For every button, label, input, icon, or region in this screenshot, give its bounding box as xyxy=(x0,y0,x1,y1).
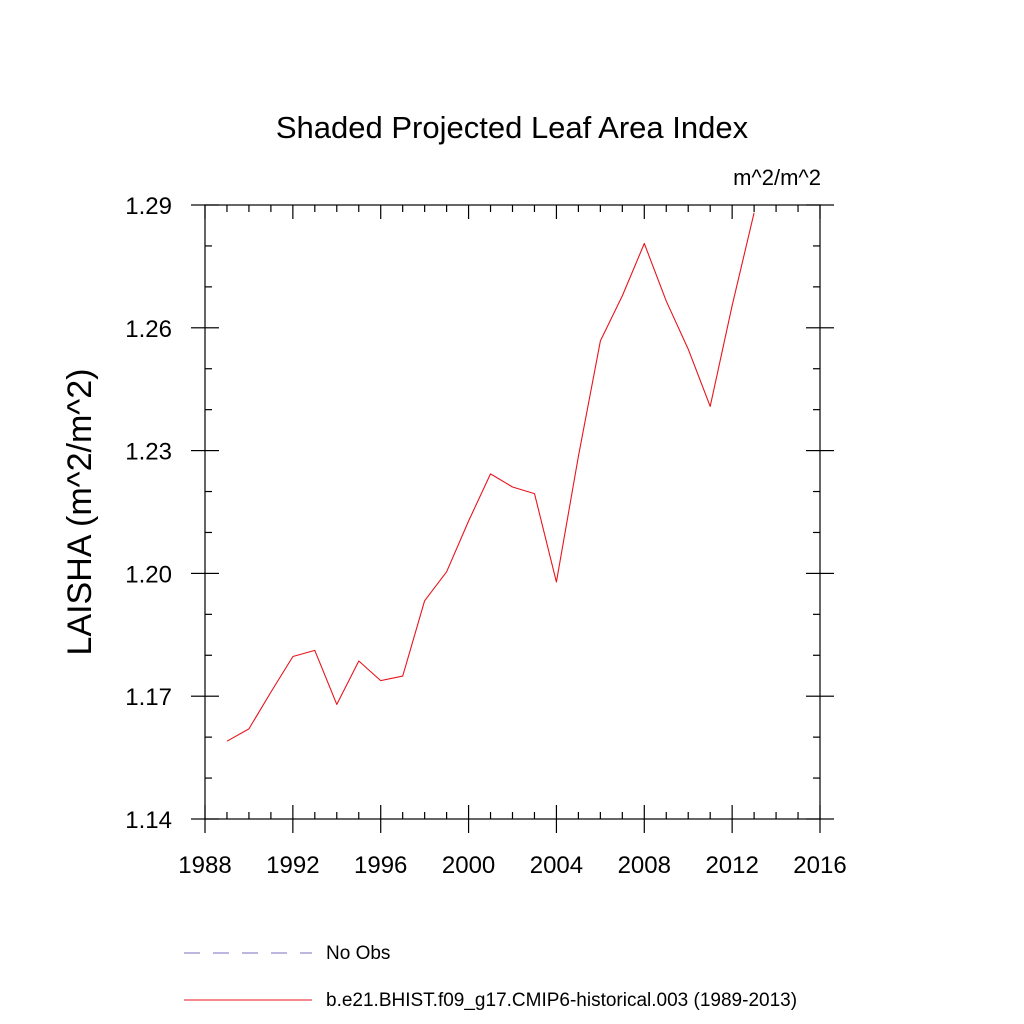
y-tick-label: 1.20 xyxy=(125,561,172,588)
x-tick-label: 2016 xyxy=(793,852,846,879)
x-tick-label: 2012 xyxy=(705,852,758,879)
y-axis-label: LAISHA (m^2/m^2) xyxy=(61,369,99,656)
x-tick-label: 2008 xyxy=(618,852,671,879)
x-tick-label: 1996 xyxy=(354,852,407,879)
axis-ticks xyxy=(191,204,834,833)
x-tick-label: 2004 xyxy=(530,852,583,879)
x-tick-label: 1992 xyxy=(266,852,319,879)
x-tick-label: 1988 xyxy=(178,852,231,879)
x-tick-label: 2000 xyxy=(442,852,495,879)
plot-frame xyxy=(204,204,821,820)
x-tick-labels: 1988 1992 1996 2000 2004 2008 2012 2016 xyxy=(178,852,846,879)
chart-title: Shaded Projected Leaf Area Index xyxy=(276,110,749,145)
y-tick-label: 1.29 xyxy=(125,193,172,220)
y-tick-label: 1.17 xyxy=(125,684,172,711)
y-tick-label: 1.14 xyxy=(125,807,172,834)
series-lines xyxy=(226,212,755,742)
y-tick-label: 1.23 xyxy=(125,439,172,466)
y-tick-label: 1.26 xyxy=(125,316,172,343)
series-line-model xyxy=(226,212,755,742)
legend-label-no-obs: No Obs xyxy=(326,943,390,964)
legend: No Obs b.e21.BHIST.f09_g17.CMIP6-histori… xyxy=(184,943,797,1011)
units-label: m^2/m^2 xyxy=(733,165,821,190)
y-tick-labels: 1.14 1.17 1.20 1.23 1.26 1.29 xyxy=(125,193,172,834)
legend-label-model: b.e21.BHIST.f09_g17.CMIP6-historical.003… xyxy=(326,990,797,1011)
